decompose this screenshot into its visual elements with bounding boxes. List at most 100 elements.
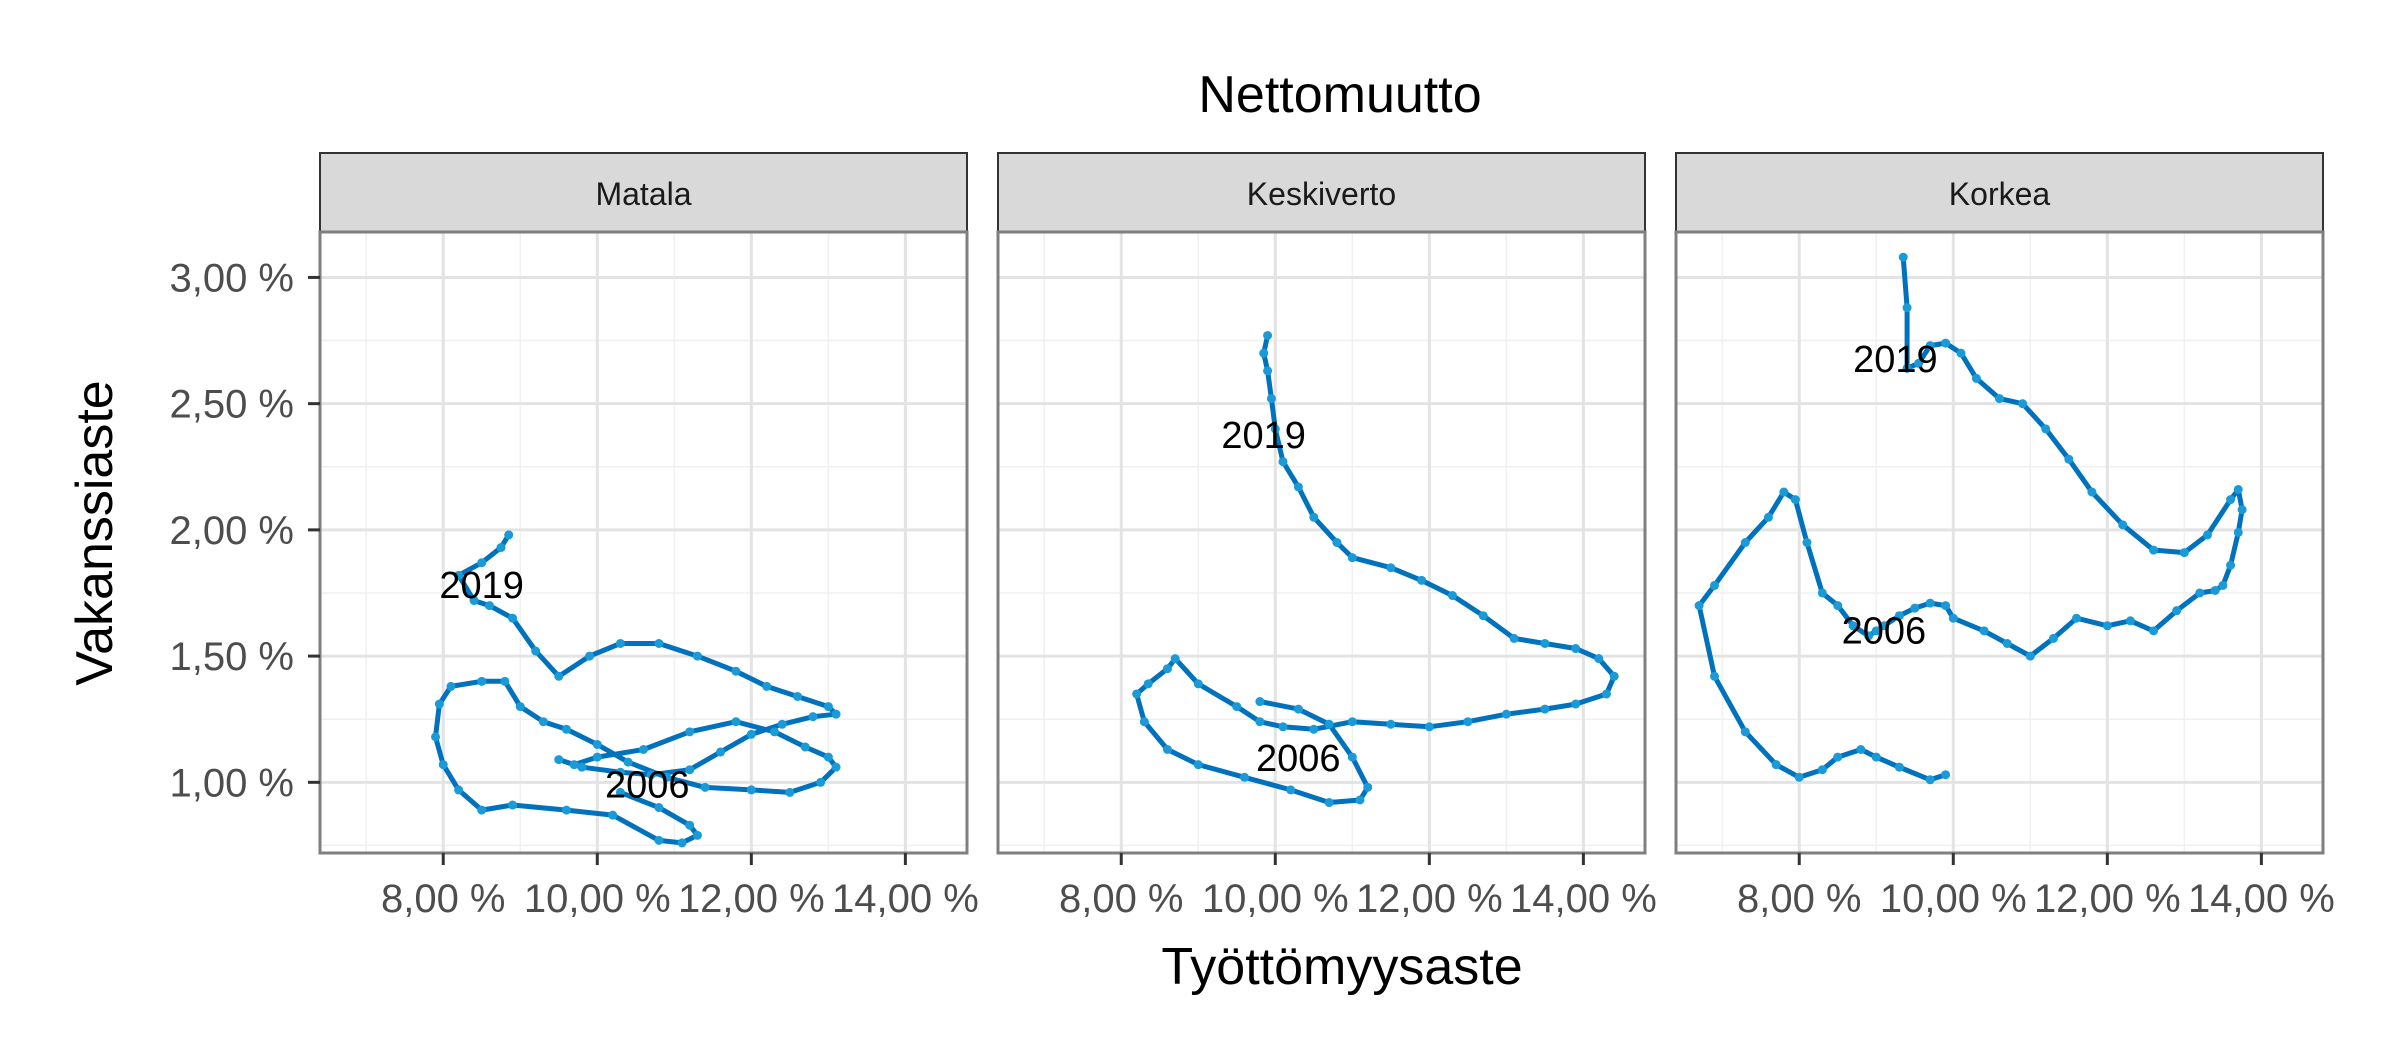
data-point bbox=[831, 709, 841, 719]
data-point bbox=[1740, 538, 1750, 547]
data-point bbox=[816, 777, 826, 787]
data-point bbox=[1740, 727, 1750, 737]
data-point bbox=[1266, 394, 1276, 404]
data-point bbox=[1447, 591, 1457, 601]
data-point bbox=[2233, 484, 2243, 494]
facet-panel-keskiverto: Keskiverto 2006 2019 8,00 % 10,00 % 12,00 % 14… bbox=[996, 152, 1657, 921]
data-point bbox=[561, 724, 571, 734]
data-point bbox=[623, 757, 633, 767]
data-point bbox=[1925, 341, 1935, 351]
data-point bbox=[769, 727, 779, 737]
data-point bbox=[2118, 520, 2128, 530]
data-point bbox=[1833, 752, 1843, 762]
data-point bbox=[1941, 770, 1951, 780]
major-gridlines bbox=[320, 232, 967, 853]
data-point bbox=[1710, 671, 1720, 681]
series-points bbox=[1132, 331, 1619, 808]
data-point bbox=[2233, 527, 2243, 537]
data-point bbox=[2172, 606, 2182, 616]
data-point bbox=[1501, 709, 1511, 719]
data-point bbox=[654, 638, 664, 648]
facet-strip bbox=[1675, 152, 2324, 233]
data-point bbox=[831, 762, 841, 772]
data-point bbox=[746, 785, 756, 795]
data-point bbox=[1848, 621, 1858, 631]
data-point bbox=[654, 803, 664, 813]
data-point bbox=[592, 752, 602, 762]
data-point bbox=[1794, 772, 1804, 782]
data-point bbox=[2149, 545, 2159, 555]
data-point bbox=[1925, 598, 1935, 608]
end-year-label: 2019 bbox=[1221, 415, 1306, 457]
data-point bbox=[2002, 638, 2012, 648]
data-point bbox=[2064, 454, 2074, 464]
chart-title: Nettomuutto bbox=[1198, 66, 1481, 124]
data-point bbox=[2202, 530, 2212, 540]
data-point bbox=[1864, 631, 1874, 641]
data-point bbox=[608, 810, 618, 820]
data-point bbox=[1347, 752, 1357, 762]
data-point bbox=[500, 676, 510, 686]
facet-strip-label: Korkea bbox=[1949, 176, 2051, 212]
data-point bbox=[1540, 704, 1550, 714]
data-point bbox=[454, 570, 464, 580]
data-point bbox=[515, 702, 525, 712]
data-point bbox=[2018, 399, 2028, 409]
data-point bbox=[1386, 719, 1396, 729]
facet-panel-matala: Matala 2006 2019 8,00 % 10,00 % 12,00 % 14,00 … bbox=[318, 152, 979, 921]
data-point bbox=[1162, 745, 1172, 754]
plot-background bbox=[1676, 232, 2323, 853]
data-point bbox=[1170, 654, 1180, 664]
data-point bbox=[692, 830, 702, 840]
x-tick-label: 14,00 % bbox=[832, 877, 979, 921]
x-tick-label: 8,00 % bbox=[381, 877, 506, 921]
data-point bbox=[496, 543, 506, 553]
data-point bbox=[716, 747, 726, 757]
panel-border bbox=[996, 230, 1647, 855]
data-point bbox=[1871, 752, 1881, 762]
minor-gridlines bbox=[998, 232, 1645, 853]
data-point bbox=[1594, 654, 1604, 664]
data-point bbox=[1802, 538, 1812, 547]
data-point bbox=[1902, 303, 1912, 313]
data-point bbox=[1309, 724, 1319, 734]
data-point bbox=[1925, 775, 1935, 785]
data-point bbox=[1255, 717, 1265, 727]
data-point bbox=[477, 805, 487, 815]
data-point bbox=[685, 727, 695, 737]
data-point bbox=[1239, 772, 1249, 782]
data-point bbox=[1879, 621, 1889, 631]
data-point bbox=[454, 785, 464, 795]
plot-background bbox=[998, 232, 1645, 853]
y-tick-label: 1,00 % bbox=[169, 761, 294, 805]
y-tick-label: 3,00 % bbox=[169, 256, 294, 300]
data-point bbox=[808, 712, 818, 722]
facet-panel-korkea: Korkea 2006 2019 8,00 % 10,00 % 12,00 % 14,00 … bbox=[1674, 152, 2335, 921]
data-point bbox=[1856, 745, 1866, 754]
minor-gridlines bbox=[320, 232, 967, 853]
data-point bbox=[1948, 613, 1958, 623]
data-point bbox=[1763, 512, 1773, 522]
data-point bbox=[592, 739, 602, 749]
major-gridlines bbox=[998, 232, 1645, 853]
data-point bbox=[1162, 664, 1172, 674]
y-tick-label: 2,50 % bbox=[169, 383, 294, 427]
data-point bbox=[823, 702, 833, 712]
data-point bbox=[1417, 575, 1427, 585]
data-point bbox=[646, 770, 656, 780]
data-point bbox=[1132, 689, 1142, 699]
data-point bbox=[2195, 588, 2205, 598]
data-point bbox=[1817, 588, 1827, 598]
data-point bbox=[1270, 424, 1280, 434]
data-point bbox=[654, 835, 664, 845]
data-point bbox=[1941, 338, 1951, 348]
data-point bbox=[2179, 548, 2189, 558]
x-tick-label: 14,00 % bbox=[2188, 877, 2335, 921]
data-point bbox=[1710, 580, 1720, 590]
data-point bbox=[1540, 638, 1550, 648]
x-tick-label: 10,00 % bbox=[1202, 877, 1349, 921]
data-point bbox=[1463, 717, 1473, 727]
data-point bbox=[561, 805, 571, 815]
data-point bbox=[577, 762, 587, 772]
